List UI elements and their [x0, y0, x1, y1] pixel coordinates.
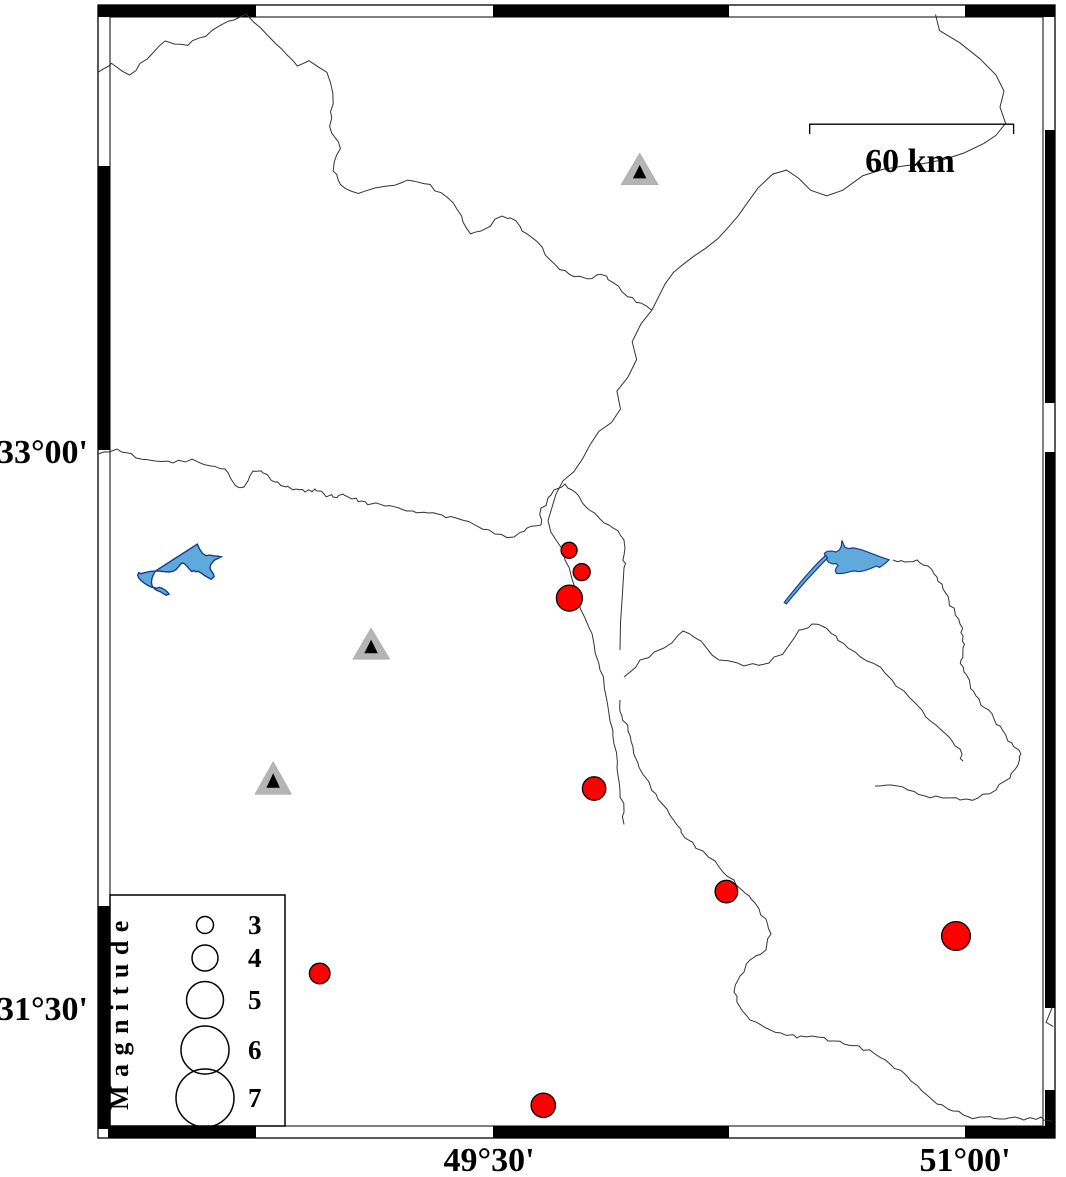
svg-text:7: 7	[248, 1083, 262, 1113]
svg-text:6: 6	[248, 1035, 262, 1065]
svg-text:Magnitude: Magnitude	[105, 912, 134, 1110]
svg-text:5: 5	[248, 985, 262, 1015]
svg-text:51°00': 51°00'	[919, 1142, 1010, 1177]
svg-text:31°30': 31°30'	[0, 991, 88, 1028]
svg-text:3: 3	[248, 910, 262, 940]
svg-text:4: 4	[248, 943, 262, 973]
svg-text:60 km: 60 km	[865, 143, 955, 180]
svg-text:49°30': 49°30'	[443, 1142, 534, 1177]
svg-text:33°00': 33°00'	[0, 434, 88, 471]
